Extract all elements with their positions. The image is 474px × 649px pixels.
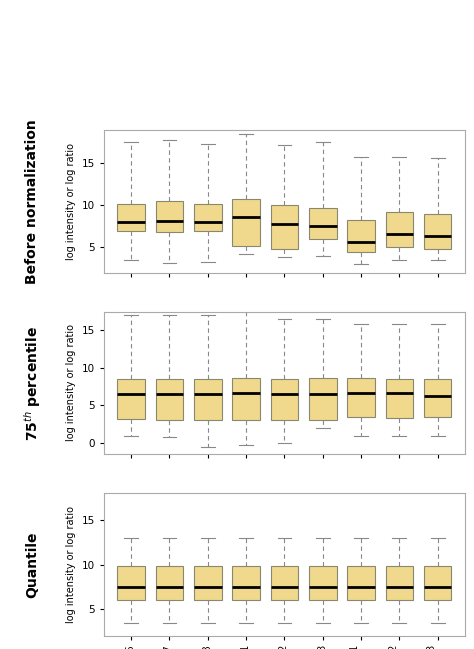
PathPatch shape [385, 567, 413, 600]
PathPatch shape [194, 567, 221, 600]
PathPatch shape [309, 208, 337, 239]
PathPatch shape [347, 378, 375, 417]
PathPatch shape [232, 567, 260, 600]
Y-axis label: log intensity or log ratio: log intensity or log ratio [66, 506, 76, 623]
PathPatch shape [385, 379, 413, 418]
PathPatch shape [271, 205, 298, 249]
PathPatch shape [194, 204, 221, 230]
PathPatch shape [347, 567, 375, 600]
PathPatch shape [117, 379, 145, 419]
Text: Quantile: Quantile [25, 532, 39, 598]
PathPatch shape [194, 379, 221, 421]
PathPatch shape [155, 379, 183, 421]
PathPatch shape [309, 567, 337, 600]
Y-axis label: log intensity or log ratio: log intensity or log ratio [66, 324, 76, 441]
Y-axis label: log intensity or log ratio: log intensity or log ratio [66, 143, 76, 260]
PathPatch shape [385, 212, 413, 247]
PathPatch shape [424, 214, 452, 249]
PathPatch shape [309, 378, 337, 421]
PathPatch shape [232, 378, 260, 421]
PathPatch shape [232, 199, 260, 246]
PathPatch shape [424, 379, 452, 417]
PathPatch shape [117, 204, 145, 230]
PathPatch shape [155, 567, 183, 600]
PathPatch shape [424, 567, 452, 600]
PathPatch shape [155, 201, 183, 232]
PathPatch shape [271, 567, 298, 600]
PathPatch shape [271, 379, 298, 421]
PathPatch shape [347, 219, 375, 252]
Text: 75$^{th}$ percentile: 75$^{th}$ percentile [22, 325, 43, 441]
Text: Before normalization: Before normalization [25, 119, 39, 284]
PathPatch shape [117, 567, 145, 600]
